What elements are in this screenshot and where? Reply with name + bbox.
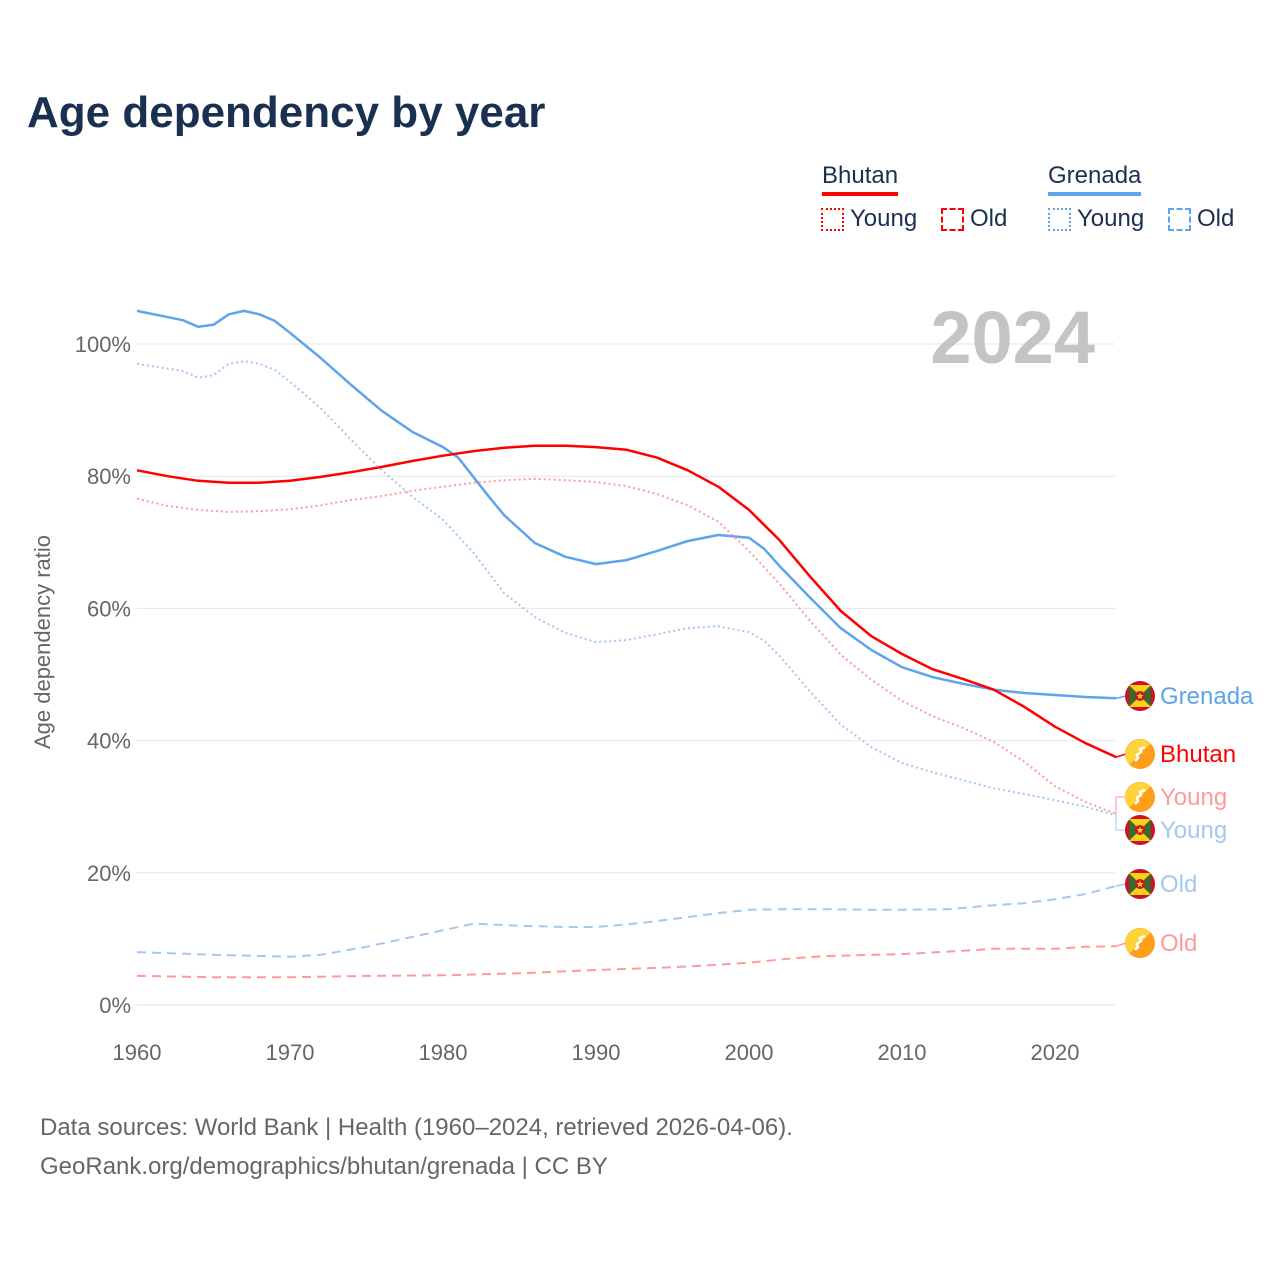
current-year-label: 2024 — [930, 296, 1095, 379]
x-tick-label: 2020 — [1031, 1040, 1080, 1065]
label-connector — [1115, 753, 1127, 758]
end-label-grenada-total: Grenada — [1160, 683, 1254, 710]
legend-label: Old — [970, 205, 1008, 232]
legend-country-grenada: Grenada — [1048, 162, 1142, 196]
bhutan-flag-icon — [1125, 928, 1155, 958]
label-connector — [1115, 695, 1127, 700]
label-connector — [1115, 942, 1127, 947]
legend-label: Young — [1077, 205, 1145, 232]
x-tick-label: 1960 — [113, 1040, 162, 1065]
end-label-grenada-old: Old — [1160, 871, 1197, 898]
bhutan-flag-icon — [1125, 782, 1155, 812]
legend-grenada-old: Old — [1168, 205, 1234, 233]
end-label-bhutan-young: Young — [1160, 784, 1227, 811]
legend-label: Old — [1197, 205, 1235, 232]
y-tick-label: 40% — [87, 729, 131, 754]
y-tick-label: 100% — [75, 332, 131, 357]
legend-country-bhutan: Bhutan — [822, 162, 899, 196]
end-label-grenada-young: Young — [1160, 817, 1227, 844]
data-source-text: Data sources: World Bank | Health (1960–… — [40, 1114, 793, 1141]
y-tick-label: 80% — [87, 464, 131, 489]
label-connector — [1115, 815, 1126, 831]
y-tick-label: 60% — [87, 596, 131, 621]
footer: Data sources: World Bank | Health (1960–… — [40, 1108, 793, 1186]
x-tick-label: 2000 — [725, 1040, 774, 1065]
x-tick-label: 2010 — [878, 1040, 927, 1065]
series-line-grenada-old — [136, 885, 1117, 958]
x-tick-label: 1990 — [572, 1040, 621, 1065]
series-line-grenada-total — [136, 309, 1117, 700]
attribution-text: GeoRank.org/demographics/bhutan/grenada … — [40, 1153, 608, 1180]
x-tick-label: 1980 — [419, 1040, 468, 1065]
grenada-flag-icon — [1125, 869, 1155, 899]
series-line-grenada-young — [136, 360, 1117, 817]
dashed-line-swatch-icon — [1168, 207, 1191, 231]
grenada-flag-icon — [1125, 681, 1155, 711]
label-connector — [1115, 883, 1127, 887]
end-label-bhutan-total: Bhutan — [1160, 741, 1236, 768]
series-line-bhutan-young — [136, 477, 1117, 815]
legend-grenada-young: Young — [1048, 205, 1144, 233]
bhutan-flag-icon — [1125, 739, 1155, 769]
series-line-bhutan-old — [136, 945, 1117, 979]
y-tick-label: 0% — [99, 993, 131, 1018]
end-label-bhutan-old: Old — [1160, 930, 1197, 957]
dashed-line-swatch-icon — [941, 207, 964, 231]
legend-bhutan-old: Old — [941, 205, 1007, 233]
x-tick-label: 1970 — [266, 1040, 315, 1065]
grenada-flag-icon — [1125, 815, 1155, 845]
legend-bhutan-young: Young — [821, 205, 917, 233]
y-axis-label: Age dependency ratio — [30, 535, 55, 749]
chart-title: Age dependency by year — [27, 88, 546, 137]
y-tick-label: 20% — [87, 861, 131, 886]
series-line-bhutan-total — [136, 444, 1117, 759]
dotted-line-swatch-icon — [1048, 207, 1071, 231]
dotted-line-swatch-icon — [821, 207, 844, 231]
legend-label: Young — [850, 205, 918, 232]
label-connector — [1115, 796, 1126, 814]
